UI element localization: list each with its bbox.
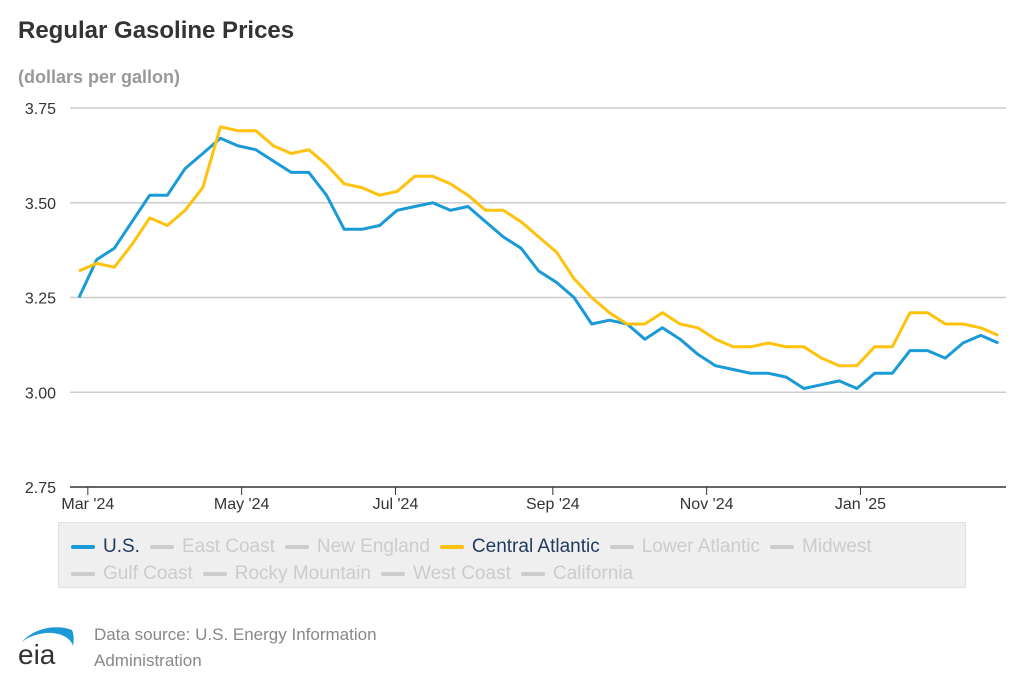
eia-logo-swoosh-icon	[22, 627, 74, 646]
x-tick-label: May '24	[214, 496, 270, 513]
legend-label: Lower Atlantic	[641, 536, 761, 557]
legend-swatch-icon	[381, 572, 405, 576]
legend: U.S. East Coast New England Central Atlanti…	[58, 522, 966, 588]
data-source-line2: Administration	[94, 651, 202, 670]
x-tick-label: Sep '24	[526, 496, 580, 513]
data-source: Data source: U.S. Energy Information Adm…	[94, 622, 434, 674]
legend-item-west-coast[interactable]: West Coast	[381, 562, 511, 586]
eia-logo-text: eia	[18, 639, 56, 668]
series-line-central-atlantic[interactable]	[78, 125, 999, 368]
x-tick-label: Jan '25	[835, 496, 886, 513]
legend-item-lower-atlantic[interactable]: Lower Atlantic	[609, 535, 761, 559]
y-tick-label: 3.75	[25, 101, 56, 118]
legend-item-east-coast[interactable]: East Coast	[149, 535, 275, 559]
series-line-u-s[interactable]	[77, 136, 999, 390]
legend-label: Central Atlantic	[471, 536, 600, 557]
legend-swatch-icon	[71, 572, 95, 576]
legend-swatch-icon	[202, 572, 227, 576]
legend-swatch-icon	[71, 545, 95, 549]
legend-swatch-icon	[770, 545, 795, 549]
series-lines	[77, 125, 999, 390]
y-axis-ticks: 3.75 3.50 3.25 3.00 2.75	[25, 101, 56, 497]
legend-swatch-icon	[520, 572, 545, 576]
legend-label: West Coast	[413, 563, 511, 584]
legend-item-new-england[interactable]: New England	[284, 535, 430, 559]
units-label: (dollars per gallon)	[18, 67, 181, 87]
legend-label: Gulf Coast	[103, 563, 193, 584]
legend-label: New England	[316, 536, 430, 557]
legend-item-california[interactable]: California	[520, 562, 634, 586]
grid-lines	[70, 107, 1006, 393]
x-tick-label: Nov '24	[680, 496, 734, 513]
x-tick-label: Mar '24	[61, 496, 114, 513]
legend-label: Midwest	[802, 536, 872, 557]
y-tick-label: 3.25	[25, 291, 56, 308]
legend-label: Rocky Mountain	[234, 563, 371, 584]
y-tick-label: 3.50	[25, 196, 56, 213]
y-tick-label: 2.75	[25, 480, 56, 497]
legend-item-midwest[interactable]: Midwest	[770, 535, 872, 559]
x-tick-label: Jul '24	[373, 496, 419, 513]
chart-title: Regular Gasoline Prices	[18, 17, 295, 44]
eia-logo: eia	[18, 627, 74, 668]
x-axis: Mar '24 May '24 Jul '24 Sep '24 Nov '24 Jan '…	[61, 486, 1006, 513]
legend-label: East Coast	[181, 536, 275, 557]
legend-swatch-icon	[609, 545, 634, 549]
legend-swatch-icon	[149, 545, 174, 549]
legend-item-rocky-mountain[interactable]: Rocky Mountain	[202, 562, 371, 586]
legend-label: California	[552, 563, 634, 584]
legend-swatch-icon	[439, 545, 464, 549]
y-tick-label: 3.00	[25, 385, 56, 402]
legend-item-u-s[interactable]: U.S.	[71, 535, 140, 559]
legend-item-gulf-coast[interactable]: Gulf Coast	[71, 562, 193, 586]
data-source-line1: Data source: U.S. Energy Information	[94, 625, 377, 644]
line-chart: 3.75 3.50 3.25 3.00 2.75 Mar '24 May '24 Jul '…	[25, 101, 1006, 513]
legend-item-central-atlantic[interactable]: Central Atlantic	[439, 535, 600, 559]
legend-label: U.S.	[103, 536, 140, 557]
legend-swatch-icon	[284, 545, 309, 549]
